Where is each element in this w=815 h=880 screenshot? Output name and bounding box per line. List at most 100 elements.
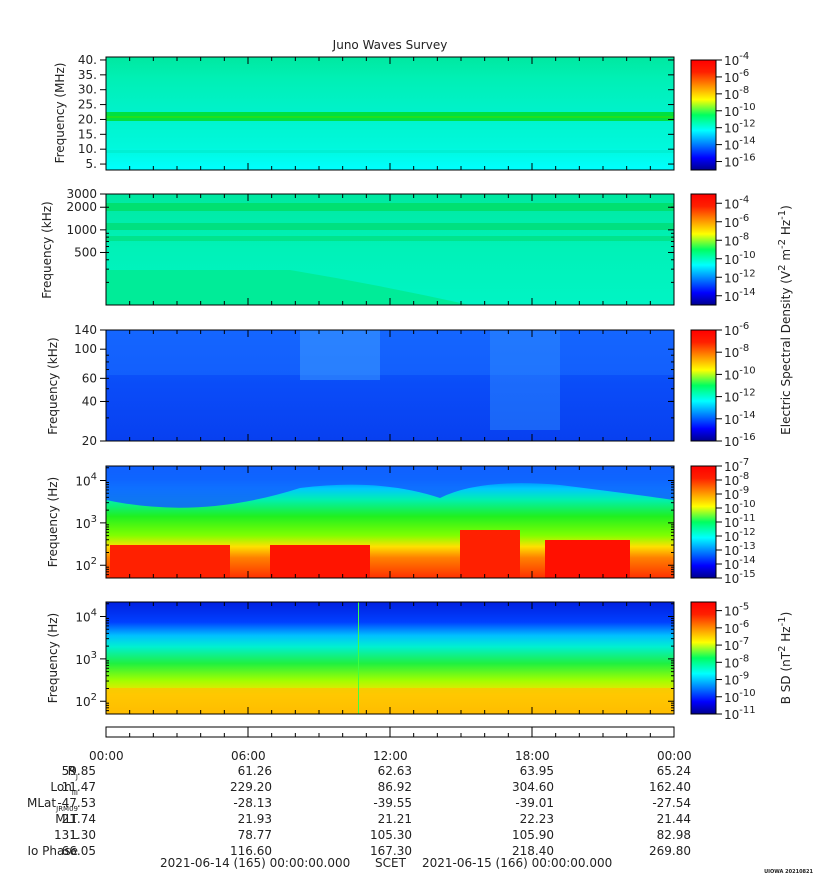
time-labels: 00:00 06:00 12:00 18:00 00:00 <box>89 749 692 763</box>
y-tick-label: 104 <box>75 608 97 625</box>
y-tick-label: 15. <box>78 127 97 141</box>
colorbar-tick-label: 10-12 <box>724 527 756 544</box>
y-tick-label: 20 <box>82 434 97 448</box>
ylabel-khz-high: Frequency (kHz) <box>40 201 54 298</box>
colorbar-tick-label: 10-11 <box>724 513 756 530</box>
y-tick-label: 60 <box>82 371 97 385</box>
y-tick-label: 35. <box>78 68 97 82</box>
emission-band-900khz <box>106 236 674 241</box>
x-ticks-hz-b <box>105 602 675 714</box>
colorbar-hz-e <box>690 465 717 579</box>
y-tick-label: 102 <box>75 692 97 709</box>
colorbar-tick-label: 10-12 <box>724 119 756 136</box>
ephemeris-value: -47.53 <box>57 796 96 810</box>
colorbar-tick-label: 10-14 <box>724 136 756 153</box>
ylabel-hz-b: Frequency (Hz) <box>46 613 60 704</box>
y-ticks-hz-b: 104 103 102 <box>75 603 674 712</box>
ephemeris-value: 269.80 <box>649 844 691 858</box>
y-tick-label: 1000 <box>66 223 97 237</box>
ephemeris-label: MLatJRM09 <box>27 796 78 813</box>
emission-band-1200khz <box>106 223 674 230</box>
colorbar-tick-label: 10-7 <box>724 636 749 653</box>
emission-burst-1 <box>300 330 380 380</box>
y-ticks-mhz: 40.35.30.25.20.15.10.5. <box>78 53 674 171</box>
ephemeris-value: -27.54 <box>652 796 691 810</box>
y-tick-label: 25. <box>78 98 97 112</box>
credit-stamp: UIOWA 20210821 <box>764 869 813 875</box>
frame-hz-e <box>105 465 675 579</box>
ephemeris-value: 105.90 <box>512 828 554 842</box>
footer-scet: SCET <box>375 856 407 870</box>
colorbar-tick-label: 10-6 <box>724 619 749 636</box>
emission-upper-hz <box>106 466 674 508</box>
ephemeris-value: 21.21 <box>378 812 412 826</box>
colorbar-tick-label: 10-14 <box>724 555 756 572</box>
footer-end-time: 2021-06-15 (166) 00:00:00.000 <box>422 856 612 870</box>
colorbar-tick-label: 10-10 <box>724 365 756 382</box>
time-axis-ticks <box>105 727 675 737</box>
y-ticks-hz-e: 104 103 102 <box>75 467 674 576</box>
colorbar-tick-label: 10-6 <box>724 213 749 230</box>
emission-band-2000khz <box>106 203 674 211</box>
y-tick-label: 100 <box>74 342 97 356</box>
colorbar-tick-label: 10-7 <box>724 457 749 474</box>
time-axis: 00:00 06:00 12:00 18:00 00:00 <box>89 726 692 763</box>
colorbar-khz-low <box>690 329 717 442</box>
ephemeris-value: 167.30 <box>370 844 412 858</box>
y-tick-label: 3000 <box>66 187 97 201</box>
y-tick-label: 140 <box>74 323 97 337</box>
ephemeris-value: -39.55 <box>373 796 412 810</box>
ephemeris-label: RJ <box>68 764 78 781</box>
colorbar-tick-label: 10-8 <box>724 343 749 360</box>
time-label: 18:00 <box>515 749 550 763</box>
ephemeris-value: 65.24 <box>657 764 691 778</box>
colorbar-tick-label: 10-14 <box>724 410 756 427</box>
emission-red-4 <box>545 540 630 578</box>
colorbar-tick-label: 10-8 <box>724 85 749 102</box>
ephemeris-value: 11.47 <box>62 780 96 794</box>
colorbar-khz-high <box>690 193 717 306</box>
y-tick-label: 2000 <box>66 200 97 214</box>
ephemeris-value: -28.13 <box>233 796 272 810</box>
frame-mhz <box>105 56 675 171</box>
panel-hz-e: 104 103 102 Frequency (Hz) <box>46 465 675 579</box>
emission-line <box>358 602 359 714</box>
ephemeris-value: 162.40 <box>649 780 691 794</box>
colorbar-tick-label: 10-10 <box>724 250 756 267</box>
y-tick-label: 102 <box>75 556 97 573</box>
colorbar-mhz <box>690 59 717 171</box>
ephemeris-label: MLT <box>55 812 78 826</box>
y-tick-label: 5. <box>86 157 97 171</box>
colorbar-tick-label: 10-10 <box>724 102 756 119</box>
ephemeris-value: 62.63 <box>378 764 412 778</box>
panel-khz-low: 140 100 60 40 20 Frequency (kHz) <box>46 323 675 448</box>
ephemeris-value: 21.44 <box>657 812 691 826</box>
colorbar-tick-label: 10-8 <box>724 231 749 248</box>
colorbar-tick-label: 10-8 <box>724 471 749 488</box>
colorbar-tick-label: 10-13 <box>724 541 756 558</box>
colorbar-tick-label: 10-6 <box>724 321 749 338</box>
colorbar-tick-label: 10-15 <box>724 569 756 586</box>
y-tick-label: 20. <box>78 112 97 126</box>
frame-khz-high <box>105 193 675 306</box>
emission-drift <box>106 270 470 305</box>
ephemeris-label: Io Phase <box>27 844 78 858</box>
y-tick-label: 103 <box>75 650 97 667</box>
y-ticks-khz-low: 140 100 60 40 20 <box>74 323 674 448</box>
ylabel-mhz: Frequency (MHz) <box>53 63 67 164</box>
frame-khz-low <box>105 329 675 442</box>
y-tick-label: 30. <box>78 83 97 97</box>
ephemeris-value: 22.23 <box>520 812 554 826</box>
emission-red-3 <box>460 530 520 578</box>
ephemeris-value: 131.30 <box>54 828 96 842</box>
colorbar-tick-label: 10-6 <box>724 68 749 85</box>
ephemeris-value: 304.60 <box>512 780 554 794</box>
y-tick-label: 40 <box>82 394 97 408</box>
emission-burst-2 <box>490 330 560 430</box>
y-tick-label: 40. <box>78 53 97 67</box>
colorbar-tick-label: 10-14 <box>724 287 756 304</box>
colorbar-tick-label: 10-10 <box>724 499 756 516</box>
